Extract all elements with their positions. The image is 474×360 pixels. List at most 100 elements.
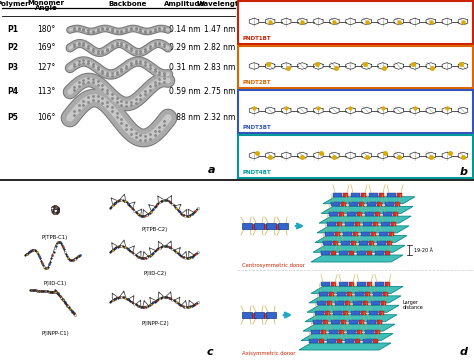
Bar: [319, 339, 324, 343]
Bar: [345, 222, 354, 226]
Bar: [264, 312, 268, 318]
Bar: [355, 339, 360, 343]
Bar: [327, 339, 336, 343]
Bar: [331, 202, 340, 206]
Bar: [359, 241, 368, 245]
Text: 113°: 113°: [37, 87, 55, 96]
Text: 106°: 106°: [37, 113, 55, 122]
Bar: [317, 301, 326, 305]
Bar: [367, 251, 372, 255]
Bar: [377, 320, 382, 324]
Bar: [349, 320, 358, 324]
Bar: [266, 312, 276, 318]
Bar: [327, 222, 336, 226]
Bar: [329, 329, 338, 334]
Text: PNDT3BT: PNDT3BT: [243, 125, 272, 130]
Bar: [333, 241, 338, 245]
Bar: [339, 212, 344, 216]
Bar: [371, 301, 380, 305]
Polygon shape: [317, 226, 409, 233]
Bar: [351, 241, 356, 245]
Text: P(INPP-C1): P(INPP-C1): [41, 330, 69, 336]
Polygon shape: [301, 334, 393, 341]
Text: P(IID-C2): P(IID-C2): [143, 271, 167, 276]
Bar: [373, 222, 378, 226]
Bar: [309, 339, 318, 343]
Bar: [365, 329, 374, 334]
Bar: [331, 283, 336, 287]
Text: 2.75 nm: 2.75 nm: [204, 87, 236, 96]
Bar: [238, 1, 473, 44]
Text: 0.59 nm: 0.59 nm: [169, 87, 201, 96]
Bar: [383, 292, 388, 296]
Bar: [359, 320, 364, 324]
Bar: [329, 212, 338, 216]
Bar: [323, 241, 332, 245]
Text: P(TPB-C2): P(TPB-C2): [142, 228, 168, 233]
Bar: [367, 320, 376, 324]
Polygon shape: [299, 343, 391, 350]
Text: Centrosymmetric donor: Centrosymmetric donor: [242, 263, 305, 268]
Bar: [325, 311, 330, 315]
Text: c: c: [207, 347, 213, 357]
Bar: [361, 193, 366, 197]
Bar: [254, 312, 264, 318]
Text: 1.47 nm: 1.47 nm: [204, 26, 236, 35]
Bar: [373, 292, 382, 296]
Bar: [383, 212, 392, 216]
Bar: [345, 301, 350, 305]
Text: d: d: [460, 347, 468, 357]
Bar: [373, 339, 378, 343]
Bar: [385, 251, 390, 255]
Bar: [242, 312, 252, 318]
Bar: [238, 46, 473, 88]
Bar: [321, 283, 330, 287]
Bar: [341, 320, 346, 324]
Bar: [359, 202, 364, 206]
Bar: [369, 193, 378, 197]
Bar: [379, 193, 384, 197]
Text: Amplitude: Amplitude: [164, 1, 206, 7]
Text: Larger
distance: Larger distance: [403, 300, 424, 310]
Text: P3: P3: [8, 63, 18, 72]
Bar: [379, 311, 384, 315]
Text: P(IID-C1): P(IID-C1): [44, 280, 67, 285]
Bar: [391, 222, 396, 226]
Bar: [369, 241, 374, 245]
Text: Wavelength: Wavelength: [196, 1, 244, 7]
Polygon shape: [313, 245, 405, 252]
Bar: [331, 320, 340, 324]
Text: P4: P4: [8, 87, 18, 96]
Bar: [363, 339, 372, 343]
Bar: [363, 301, 368, 305]
Bar: [238, 135, 473, 178]
Polygon shape: [323, 197, 415, 204]
Bar: [349, 202, 358, 206]
Bar: [357, 283, 366, 287]
Bar: [375, 251, 384, 255]
Bar: [238, 90, 473, 133]
Bar: [385, 202, 394, 206]
Bar: [387, 193, 396, 197]
Bar: [252, 312, 256, 318]
Bar: [363, 222, 372, 226]
Bar: [357, 251, 366, 255]
Bar: [365, 292, 370, 296]
Bar: [337, 222, 342, 226]
Text: PNDT4BT: PNDT4BT: [243, 170, 272, 175]
Text: b: b: [460, 167, 468, 177]
Bar: [315, 311, 324, 315]
Bar: [355, 222, 360, 226]
Bar: [379, 231, 388, 235]
Bar: [327, 301, 332, 305]
Bar: [351, 193, 360, 197]
Polygon shape: [311, 255, 403, 262]
Bar: [389, 231, 394, 235]
Bar: [319, 292, 328, 296]
Bar: [331, 251, 336, 255]
Bar: [369, 311, 378, 315]
Bar: [343, 193, 348, 197]
Polygon shape: [311, 287, 403, 293]
Text: P1: P1: [8, 26, 18, 35]
Bar: [397, 193, 402, 197]
